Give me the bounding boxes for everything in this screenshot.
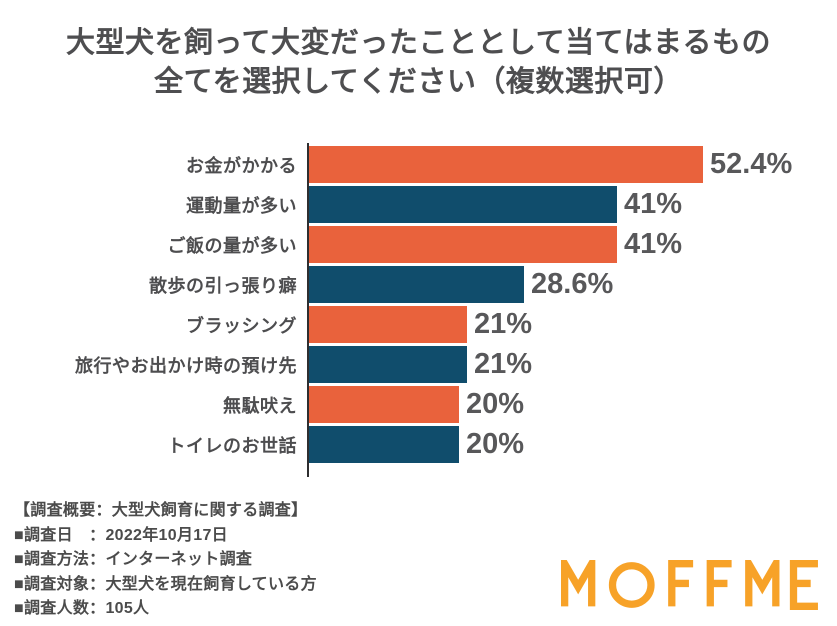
bar-label: 旅行やお出かけ時の預け先 [75, 355, 297, 376]
survey-date-line: ■調査日 ：2022年10月17日 [14, 526, 228, 544]
survey-count-line: ■調査人数：105人 [14, 600, 150, 617]
survey-method-line: ■調査方法：インターネット調査 [14, 551, 253, 568]
bar [309, 386, 459, 423]
bar-value: 20% [466, 388, 525, 420]
bar-row: 無駄吠え 20% [0, 386, 837, 423]
bar [309, 146, 703, 183]
bar-row: ご飯の量が多い 41% [0, 226, 837, 263]
logo-letter-e [789, 560, 818, 610]
bar-value: 20% [466, 428, 525, 460]
bar-label: トイレのお世話 [167, 435, 297, 456]
moffme-logo-icon [561, 560, 818, 610]
logo-letter-m2 [745, 560, 780, 607]
bar-label: ご飯の量が多い [167, 235, 297, 256]
bar-label: お金がかかる [186, 155, 297, 176]
bar-label: ブラッシング [186, 315, 297, 336]
bar-value: 21% [474, 308, 533, 340]
page-title-line2: 全てを選択してください（複数選択可） [154, 66, 683, 98]
bar-label: 散歩の引っ張り癖 [149, 275, 297, 296]
bar-label: 運動量が多い [186, 195, 297, 216]
bar-label: 無駄吠え [223, 395, 297, 416]
survey-target-line: ■調査対象：大型犬を現在飼育している方 [14, 575, 317, 593]
logo-letter-o [608, 562, 655, 608]
bar-row: トイレのお世話 20% [0, 426, 837, 463]
survey-overview-line: 【調査概要：大型犬飼育に関する調査】 [14, 502, 308, 519]
moffme-logo [561, 560, 819, 610]
bar-chart: お金がかかる 52.4% 運動量が多い 41% ご飯の量が多い 41% 散歩の引… [0, 143, 837, 477]
bar-value: 41% [624, 188, 683, 220]
bar-row: お金がかかる 52.4% [0, 146, 837, 183]
bar-value: 52.4% [710, 148, 793, 180]
logo-letter-f2 [706, 560, 732, 607]
bar [309, 266, 524, 303]
bar [309, 306, 467, 343]
bar-value: 28.6% [531, 268, 614, 300]
logo-letter-f1 [668, 560, 694, 607]
logo-letter-m1 [561, 560, 596, 607]
chart-axis [307, 143, 309, 477]
bar [309, 186, 617, 223]
page-title-line1: 大型犬を飼って大変だったこととして当てはまるもの [65, 27, 772, 59]
bar [309, 226, 617, 263]
bar-row: 運動量が多い 41% [0, 186, 837, 223]
bar-value: 41% [624, 228, 683, 260]
bar [309, 346, 467, 383]
bar-row: 散歩の引っ張り癖 28.6% [0, 266, 837, 303]
bar-row: ブラッシング 21% [0, 306, 837, 343]
bar-value: 21% [474, 348, 533, 380]
bar-row: 旅行やお出かけ時の預け先 21% [0, 346, 837, 383]
page-title: 大型犬を飼って大変だったこととして当てはまるもの 全てを選択してください（複数選… [0, 24, 837, 102]
survey-notes: 【調査概要：大型犬飼育に関する調査】 ■調査日 ：2022年10月17日 ■調査… [14, 499, 317, 622]
bar [309, 426, 459, 463]
